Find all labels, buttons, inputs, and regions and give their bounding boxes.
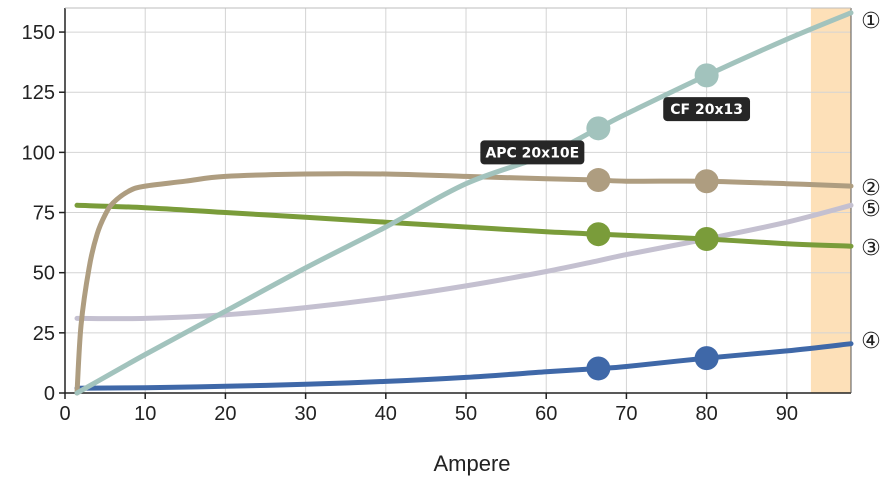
x-tick-label: 40 xyxy=(375,403,397,425)
highlight-band xyxy=(810,8,851,393)
x-tick-label: 70 xyxy=(615,403,637,425)
series-end-marker-4: ④ xyxy=(861,329,881,354)
y-tick-label: 125 xyxy=(22,82,55,104)
series-end-marker-3: ③ xyxy=(861,236,881,261)
series-end-marker-2: ② xyxy=(861,176,881,201)
x-tick-label: 60 xyxy=(535,403,557,425)
x-tick-label: 50 xyxy=(455,403,477,425)
series-layer xyxy=(74,10,854,396)
series-line-4 xyxy=(74,341,854,391)
series-line-2 xyxy=(74,171,854,396)
series-markers-layer: ① ② ③ ④ ⑤ xyxy=(861,9,881,354)
x-tick-label: 80 xyxy=(696,403,718,425)
series-line-1 xyxy=(74,10,854,396)
y-tick-label: 25 xyxy=(33,323,55,345)
y-tick-label: 150 xyxy=(22,22,55,44)
x-tick-label: 10 xyxy=(134,403,156,425)
series-line-3 xyxy=(74,202,854,249)
annotation-tag: CF 20x13 xyxy=(663,97,751,122)
series-end-marker-1: ① xyxy=(861,9,881,34)
highlight-point xyxy=(586,356,611,381)
annotation-tag-bg xyxy=(480,140,585,165)
y-tick-label: 75 xyxy=(33,203,55,225)
x-axis-label: Ampere xyxy=(433,451,510,476)
annotation-tag-label: APC 20x10E xyxy=(485,145,579,161)
highlight-point xyxy=(586,222,611,247)
x-tick-label: 30 xyxy=(294,403,316,425)
highlight-point xyxy=(586,168,611,193)
highlight-point xyxy=(694,346,719,371)
highlight-points-layer xyxy=(586,63,719,381)
annotation-tag-label: CF 20x13 xyxy=(670,102,743,118)
y-tick-label: 0 xyxy=(44,383,55,405)
annotation-tag: APC 20x10E xyxy=(480,140,585,165)
highlight-band-layer xyxy=(810,8,851,393)
x-tick-label: 90 xyxy=(776,403,798,425)
highlight-point xyxy=(694,169,719,194)
x-tick-label: 20 xyxy=(214,403,236,425)
y-tick-label: 50 xyxy=(33,263,55,285)
annotation-layer: APC 20x10E CF 20x13 xyxy=(480,97,751,165)
annotation-tag-bg xyxy=(663,97,751,122)
axis-layer: 0 10 20 30 40 50 60 70 80 90 0 25 50 75 100 125 150 xyxy=(22,7,852,425)
y-tick-label: 100 xyxy=(22,142,55,164)
series-line-5 xyxy=(74,202,854,322)
series-end-marker-5: ⑤ xyxy=(861,197,881,222)
highlight-point xyxy=(694,63,719,88)
highlight-point xyxy=(586,116,611,141)
highlight-point xyxy=(694,227,719,251)
x-tick-label: 0 xyxy=(59,403,70,425)
